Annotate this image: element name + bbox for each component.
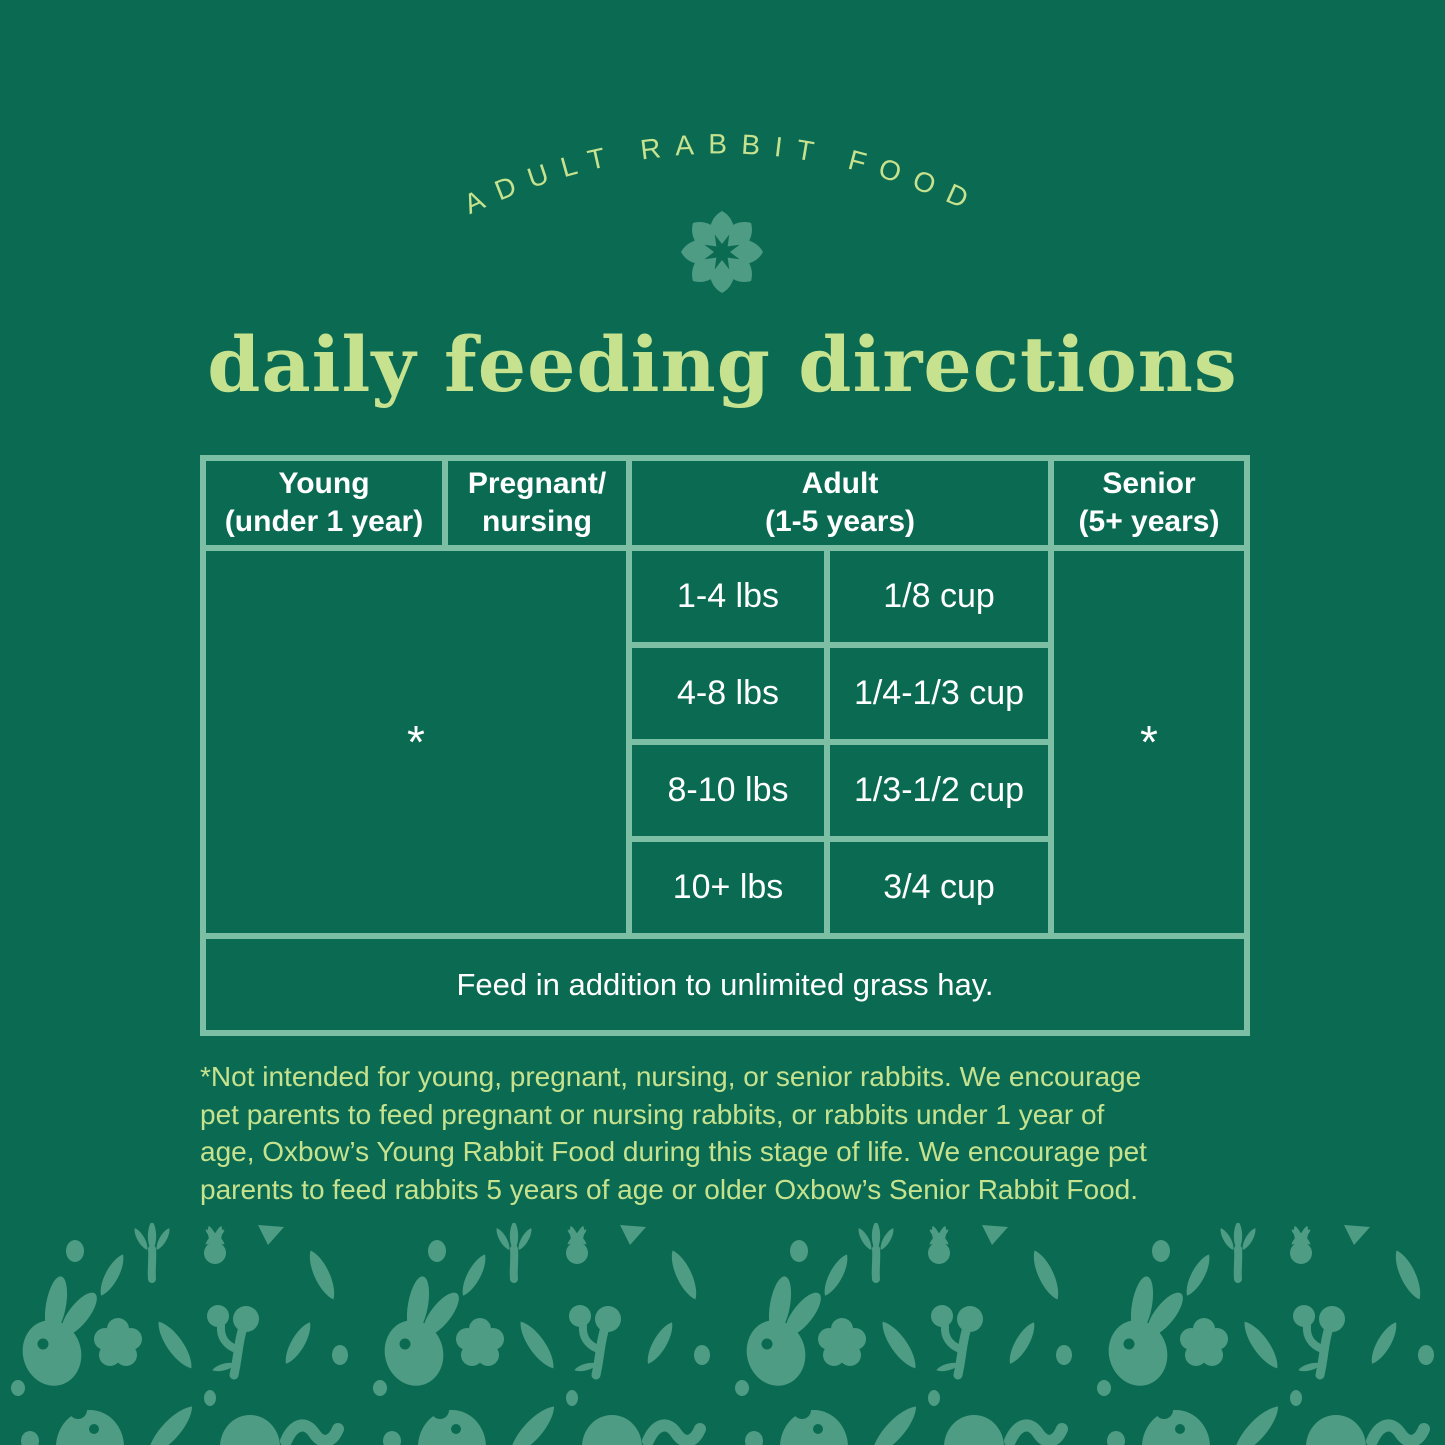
weight-cell: 1-4 lbs <box>632 551 824 642</box>
table-note-row: Feed in addition to unlimited grass hay. <box>206 939 1244 1030</box>
header-title: Adult <box>801 467 879 500</box>
senior-cell: * <box>1054 551 1244 933</box>
young-pregnant-cell: * <box>206 551 626 933</box>
col-header-adult: Adult (1-5 years) <box>632 461 1048 545</box>
amount-cell: 3/4 cup <box>830 842 1048 933</box>
footnote-line: pet parents to feed pregnant or nursing … <box>200 1098 1105 1130</box>
col-header-senior: Senior (5+ years) <box>1054 461 1244 545</box>
asterisk-marker: * <box>407 715 425 768</box>
weight-cell: 4-8 lbs <box>632 648 824 739</box>
header-title: Pregnant/ <box>467 467 607 500</box>
flower-star-center <box>704 234 740 270</box>
header-subtitle: (under 1 year) <box>224 505 424 538</box>
arc-header: ADULT RABBIT FOOD <box>459 128 971 220</box>
col-header-young: Young (under 1 year) <box>206 461 442 545</box>
header-subtitle: (1-5 years) <box>764 505 916 538</box>
weight-cell: 8-10 lbs <box>632 745 824 836</box>
footnote-line: age, Oxbow’s Young Rabbit Food during th… <box>200 1136 1147 1167</box>
page-title: daily feeding directions <box>207 320 1238 409</box>
col-header-pregnant: Pregnant/ nursing <box>448 461 626 545</box>
table-row: * 1-4 lbs 1/8 cup * <box>206 551 1244 933</box>
table-row: 10+ lbs 3/4 cup <box>206 842 1244 933</box>
amount-cell: 1/8 cup <box>830 551 1048 642</box>
footnote-line: parents to feed rabbits 5 years of age o… <box>200 1173 1139 1205</box>
header-row: Young (under 1 year) Pregnant/ nursing A… <box>206 461 1244 545</box>
header-title: Young <box>278 467 370 500</box>
amount-cell: 1/4-1/3 cup <box>830 648 1048 739</box>
table-row: 4-8 lbs 1/4-1/3 cup <box>206 648 1244 739</box>
footnote-line: *Not intended for young, pregnant, nursi… <box>200 1061 1142 1092</box>
pattern-band <box>0 1223 1445 1445</box>
amount-cell: 1/3-1/2 cup <box>830 745 1048 836</box>
header-title: Senior <box>1102 467 1196 500</box>
table-note: Feed in addition to unlimited grass hay. <box>206 939 1244 1030</box>
flower-icon <box>681 211 763 293</box>
header-subtitle: (5+ years) <box>1078 505 1220 538</box>
footnote: *Not intended for young, pregnant, nursi… <box>200 1058 1300 1208</box>
weight-cell: 10+ lbs <box>632 842 824 933</box>
table-row: 8-10 lbs 1/3-1/2 cup <box>206 745 1244 836</box>
asterisk-marker: * <box>1140 715 1158 768</box>
feeding-table: Young (under 1 year) Pregnant/ nursing A… <box>200 455 1250 1036</box>
header-subtitle: nursing <box>482 505 592 538</box>
